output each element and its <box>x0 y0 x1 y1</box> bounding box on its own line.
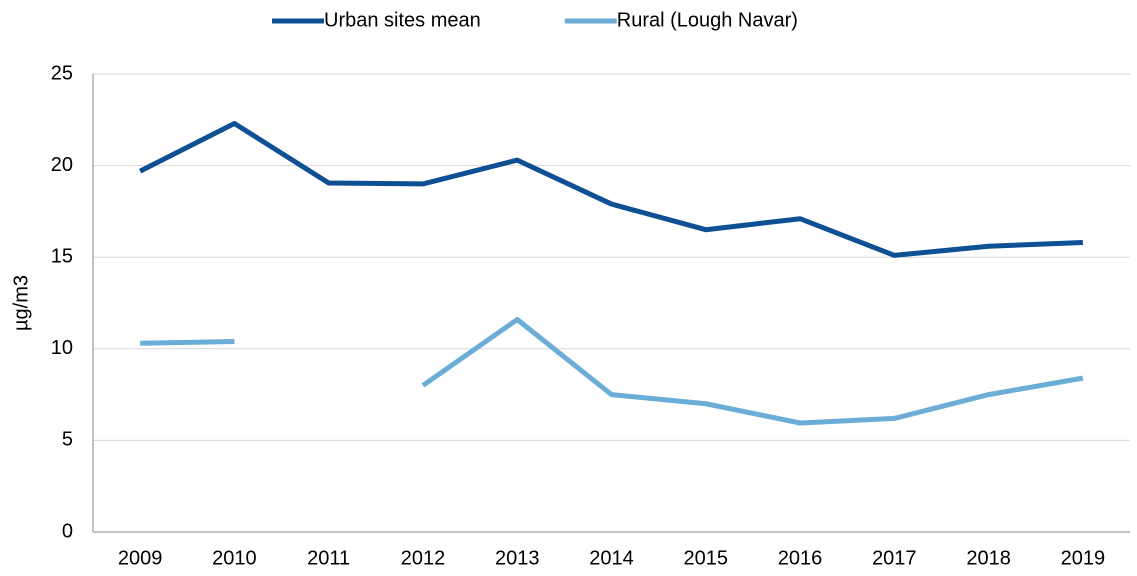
x-tick-label: 2009 <box>118 547 163 569</box>
y-tick-label: 25 <box>51 62 73 84</box>
x-tick-label: 2010 <box>212 547 257 569</box>
y-tick-label: 5 <box>62 429 73 451</box>
x-tick-label: 2018 <box>966 547 1011 569</box>
y-axis-label: µg/m3 <box>10 275 32 331</box>
x-tick-label: 2016 <box>778 547 823 569</box>
legend-label: Urban sites mean <box>324 9 481 31</box>
y-tick-label: 15 <box>51 245 73 267</box>
x-tick-label: 2014 <box>589 547 634 569</box>
x-tick-label: 2012 <box>401 547 446 569</box>
x-tick-label: 2011 <box>307 547 350 569</box>
y-tick-label: 20 <box>51 154 73 176</box>
data-line <box>139 120 1083 258</box>
x-tick-label: 2013 <box>495 547 540 569</box>
x-tick-label: 2017 <box>872 547 917 569</box>
x-tick-label: 2019 <box>1061 547 1106 569</box>
x-tick-label: 2015 <box>684 547 729 569</box>
y-tick-label: 0 <box>62 520 73 542</box>
y-tick-label: 10 <box>51 337 73 359</box>
data-line <box>140 316 1084 426</box>
legend-label: Rural (Lough Navar) <box>617 9 798 31</box>
